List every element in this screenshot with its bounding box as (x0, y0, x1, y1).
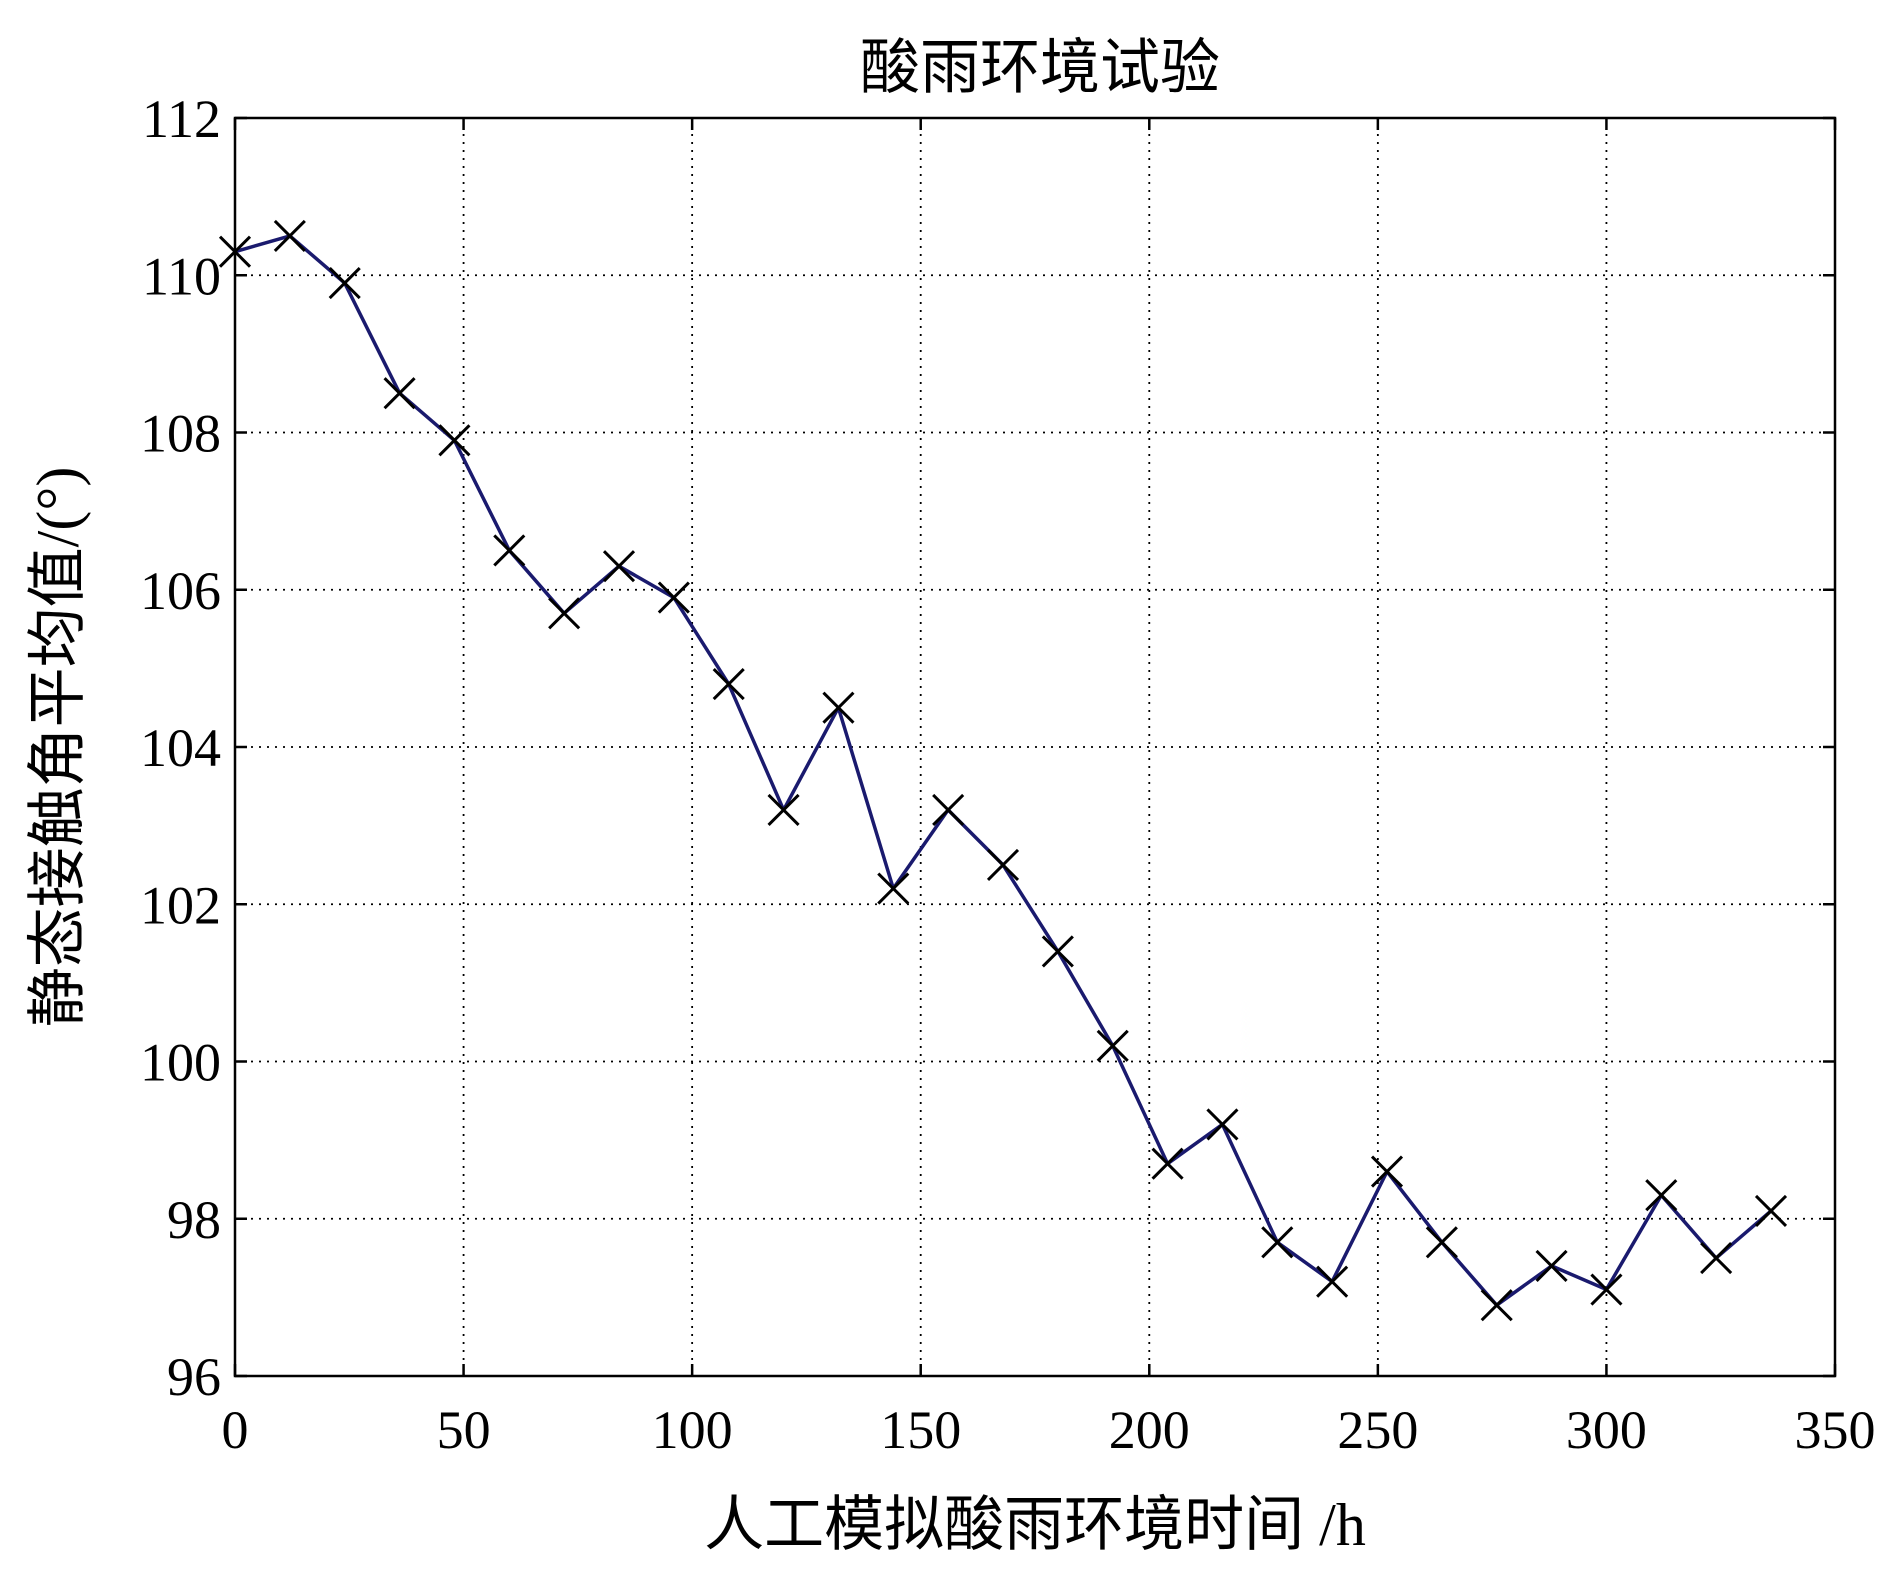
data-point-marker (1370, 1155, 1404, 1188)
y-tick-label: 100 (140, 1033, 221, 1093)
data-point-marker (602, 550, 636, 583)
y-tick-label: 110 (142, 246, 221, 306)
data-point-marker (218, 235, 252, 268)
data-point-marker (1151, 1147, 1184, 1180)
data-point-marker (1535, 1249, 1568, 1282)
x-tick-label: 150 (880, 1400, 961, 1460)
y-tick-label: 98 (167, 1190, 221, 1250)
y-tick-label: 102 (140, 875, 221, 935)
y-axis-tick-labels: 96 98 100 102 104 106 108 110 112 (140, 89, 221, 1407)
y-tick-label: 96 (167, 1347, 221, 1407)
y-tick-label: 106 (140, 561, 221, 621)
x-tick-label: 200 (1109, 1400, 1190, 1460)
data-point-marker (1041, 935, 1074, 968)
y-tick-label: 104 (140, 718, 221, 778)
data-point-marker (273, 219, 306, 252)
y-tick-label: 112 (142, 89, 221, 149)
x-axis-tick-labels: 0 50 100 150 200 250 300 350 (222, 1400, 1876, 1460)
data-point-marker (932, 793, 965, 826)
data-point-marker (1316, 1265, 1349, 1298)
data-point-marker (493, 534, 526, 567)
data-point-marker (657, 581, 690, 614)
data-point-marker (986, 848, 1020, 881)
data-point-marker (877, 872, 910, 905)
data-point-marker (1480, 1289, 1513, 1322)
data-point-marker (438, 424, 471, 457)
x-axis-label: 人工模拟酸雨环境时间 /h (704, 1492, 1366, 1558)
data-point-marker (1645, 1179, 1678, 1212)
x-tick-label: 0 (222, 1400, 249, 1460)
data-point-marker (1754, 1194, 1788, 1227)
data-point-marker (767, 793, 800, 826)
data-markers (218, 219, 1788, 1322)
grid-lines (235, 118, 1835, 1376)
x-tick-label: 300 (1566, 1400, 1647, 1460)
data-point-marker (1096, 1029, 1129, 1062)
data-point-marker (1206, 1108, 1239, 1141)
data-point-marker (1590, 1273, 1623, 1306)
x-tick-label: 50 (437, 1400, 491, 1460)
chart-title: 酸雨环境试验 (860, 35, 1220, 101)
data-point-marker (1425, 1226, 1458, 1259)
x-tick-label: 100 (652, 1400, 733, 1460)
data-point-marker (1261, 1226, 1294, 1259)
y-axis-label: 静态接触角平均值/(°) (25, 467, 91, 1028)
x-tick-label: 250 (1337, 1400, 1418, 1460)
x-tick-label: 350 (1795, 1400, 1876, 1460)
data-point-marker (712, 668, 745, 701)
data-point-marker (383, 377, 416, 410)
data-point-marker (822, 691, 855, 724)
data-point-marker (328, 267, 361, 300)
axis-ticks (233, 116, 1837, 1378)
y-tick-label: 108 (140, 404, 221, 464)
data-point-marker (548, 597, 581, 630)
data-point-marker (1700, 1242, 1733, 1275)
